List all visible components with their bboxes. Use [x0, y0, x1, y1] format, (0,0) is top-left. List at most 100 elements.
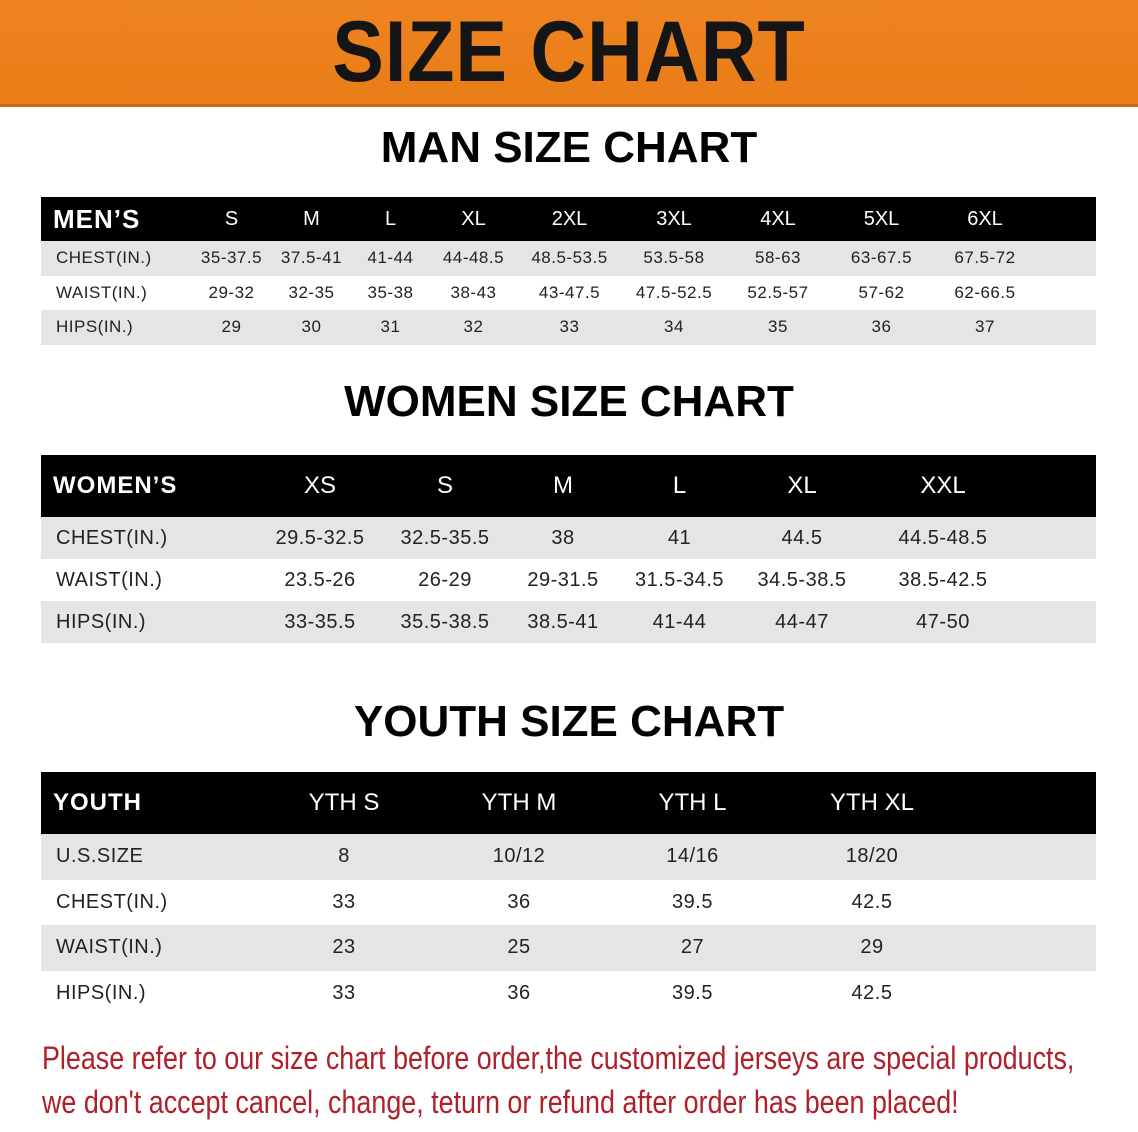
size-header: XL — [738, 455, 866, 517]
row-spacer — [1020, 517, 1096, 559]
table-header-label: YOUTH — [41, 772, 255, 834]
cell-value: 36 — [433, 879, 605, 925]
table-row: CHEST(IN.) 35-37.5 37.5-41 41-44 44-48.5 48.5… — [41, 241, 1096, 276]
notice-line-2: we don't accept cancel, change, teturn o… — [42, 1084, 959, 1120]
row-label: CHEST(IN.) — [41, 517, 255, 559]
cell-value: 33 — [255, 970, 433, 1016]
table-row: HIPS(IN.) 33-35.5 35.5-38.5 38.5-41 41-44 44-… — [41, 601, 1096, 643]
table-row: CHEST(IN.) 33 36 39.5 42.5 — [41, 879, 1096, 925]
youth-section-title: YOUTH SIZE CHART — [353, 697, 785, 746]
row-label: WAIST(IN.) — [41, 275, 191, 310]
table-row: U.S.SIZE 8 10/12 14/16 18/20 — [41, 834, 1096, 880]
cell-value: 53.5-58 — [622, 241, 726, 276]
cell-value: 33-35.5 — [255, 601, 385, 643]
cell-value: 42.5 — [780, 879, 964, 925]
cell-value: 32-35 — [272, 275, 351, 310]
cell-value: 29 — [191, 310, 272, 345]
cell-value: 57-62 — [830, 275, 933, 310]
cell-value: 48.5-53.5 — [517, 241, 622, 276]
cell-value: 32.5-35.5 — [385, 517, 505, 559]
table-row: CHEST(IN.) 29.5-32.5 32.5-35.5 38 41 44.5 44.5… — [41, 517, 1096, 559]
row-spacer — [964, 970, 1096, 1016]
cell-value: 36 — [830, 310, 933, 345]
cell-value: 44.5-48.5 — [866, 517, 1020, 559]
table-row: WAIST(IN.) 23 25 27 29 — [41, 925, 1096, 971]
size-header: XS — [255, 455, 385, 517]
size-header: 6XL — [933, 197, 1037, 241]
table-header-label: MEN’S — [41, 197, 191, 241]
men-size-table: MEN’S S M L XL 2XL 3XL 4XL 5XL 6XL CHEST(IN.) 35-37… — [41, 197, 1096, 345]
cell-value: 38.5-41 — [505, 601, 621, 643]
size-header: 5XL — [830, 197, 933, 241]
header-row: MEN’S S M L XL 2XL 3XL 4XL 5XL 6XL — [41, 197, 1096, 241]
size-header: 2XL — [517, 197, 622, 241]
cell-value: 29-32 — [191, 275, 272, 310]
cell-value: 41-44 — [351, 241, 430, 276]
cell-value: 36 — [433, 970, 605, 1016]
row-label: CHEST(IN.) — [41, 879, 255, 925]
cell-value: 44-47 — [738, 601, 866, 643]
size-header: YTH M — [433, 772, 605, 834]
cell-value: 44.5 — [738, 517, 866, 559]
size-header: YTH L — [605, 772, 780, 834]
cell-value: 41 — [621, 517, 738, 559]
cell-value: 31.5-34.5 — [621, 559, 738, 601]
size-header: M — [272, 197, 351, 241]
size-header: 4XL — [726, 197, 830, 241]
cell-value: 34.5-38.5 — [738, 559, 866, 601]
cell-value: 35.5-38.5 — [385, 601, 505, 643]
cell-value: 39.5 — [605, 879, 780, 925]
table-row: WAIST(IN.) 23.5-26 26-29 29-31.5 31.5-34.5 34… — [41, 559, 1096, 601]
header-spacer — [1020, 455, 1096, 517]
cell-value: 37 — [933, 310, 1037, 345]
cell-value: 14/16 — [605, 834, 780, 880]
cell-value: 18/20 — [780, 834, 964, 880]
cell-value: 10/12 — [433, 834, 605, 880]
table-row: HIPS(IN.) 29 30 31 32 33 34 35 36 37 — [41, 310, 1096, 345]
cell-value: 23 — [255, 925, 433, 971]
size-header: XL — [430, 197, 517, 241]
row-label: HIPS(IN.) — [41, 601, 255, 643]
size-header: L — [621, 455, 738, 517]
cell-value: 47.5-52.5 — [622, 275, 726, 310]
row-label: HIPS(IN.) — [41, 970, 255, 1016]
cell-value: 23.5-26 — [255, 559, 385, 601]
row-spacer — [964, 925, 1096, 971]
cell-value: 62-66.5 — [933, 275, 1037, 310]
header-row: WOMEN’S XS S M L XL XXL — [41, 455, 1096, 517]
size-header: XXL — [866, 455, 1020, 517]
header-spacer — [1037, 197, 1096, 241]
table-row: WAIST(IN.) 29-32 32-35 35-38 38-43 43-47.5 47.… — [41, 275, 1096, 310]
size-header: YTH XL — [780, 772, 964, 834]
cell-value: 41-44 — [621, 601, 738, 643]
size-header: YTH S — [255, 772, 433, 834]
row-label: HIPS(IN.) — [41, 310, 191, 345]
cell-value: 38 — [505, 517, 621, 559]
youth-size-table: YOUTH YTH S YTH M YTH L YTH XL U.S.SIZE 8 10/12… — [41, 772, 1096, 1016]
cell-value: 38.5-42.5 — [866, 559, 1020, 601]
header-row: YOUTH YTH S YTH M YTH L YTH XL — [41, 772, 1096, 834]
cell-value: 8 — [255, 834, 433, 880]
row-label: WAIST(IN.) — [41, 559, 255, 601]
cell-value: 25 — [433, 925, 605, 971]
cell-value: 52.5-57 — [726, 275, 830, 310]
cell-value: 32 — [430, 310, 517, 345]
cell-value: 37.5-41 — [272, 241, 351, 276]
table-row: HIPS(IN.) 33 36 39.5 42.5 — [41, 970, 1096, 1016]
size-header: M — [505, 455, 621, 517]
cell-value: 34 — [622, 310, 726, 345]
size-header: 3XL — [622, 197, 726, 241]
row-spacer — [1037, 241, 1096, 276]
cell-value: 42.5 — [780, 970, 964, 1016]
banner: SIZE CHART — [0, 0, 1138, 107]
cell-value: 30 — [272, 310, 351, 345]
women-section-title: WOMEN SIZE CHART — [344, 377, 794, 426]
row-spacer — [964, 879, 1096, 925]
header-spacer — [964, 772, 1096, 834]
notice-line-1: Please refer to our size chart before or… — [42, 1040, 1075, 1076]
cell-value: 47-50 — [866, 601, 1020, 643]
table-header-label: WOMEN’S — [41, 455, 255, 517]
cell-value: 33 — [255, 879, 433, 925]
cell-value: 31 — [351, 310, 430, 345]
men-section-title: MAN SIZE CHART — [380, 123, 758, 172]
